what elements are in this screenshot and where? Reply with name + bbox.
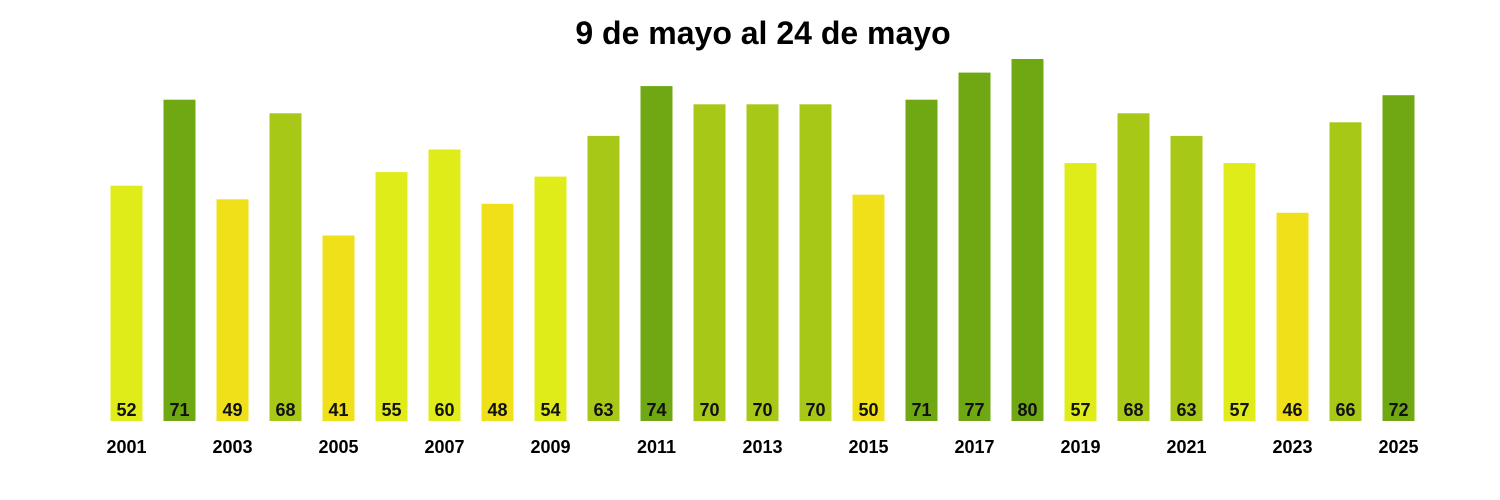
x-tick-label-2005: 2005 [318,437,358,457]
value-label-2009: 54 [540,400,560,420]
x-tick-label-2011: 2011 [637,437,676,457]
x-tick-label-2001: 2001 [106,437,146,457]
bar-2004 [269,113,302,422]
value-label-2004: 68 [275,400,295,420]
value-label-2016: 71 [911,400,931,420]
value-label-2003: 49 [222,400,242,420]
x-tick-label-2021: 2021 [1166,437,1206,457]
bar-2023 [1276,212,1309,421]
value-label-2017: 77 [964,400,984,420]
bar-2006 [375,172,408,421]
value-label-2019: 57 [1070,400,1090,420]
bar-2017 [958,72,991,421]
bar-2013 [746,104,779,422]
bar-2001 [110,185,143,421]
bar-2018 [1011,59,1044,421]
x-tick-label-2015: 2015 [848,437,888,457]
bar-2003 [216,199,249,421]
value-label-2005: 41 [328,400,348,420]
value-label-2010: 63 [593,400,613,420]
bar-2025 [1382,95,1415,421]
x-tick-label-2023: 2023 [1272,437,1312,457]
value-label-2001: 52 [116,400,136,420]
value-label-2022: 57 [1229,400,1249,420]
bar-2007 [428,149,461,421]
value-label-2023: 46 [1282,400,1302,420]
bar-2014 [799,104,832,422]
value-label-2011: 74 [646,400,666,420]
x-tick-label-2025: 2025 [1378,437,1418,457]
value-label-2024: 66 [1335,400,1355,420]
bar-2002 [163,99,196,421]
value-label-2025: 72 [1388,400,1408,420]
chart-title: 9 de mayo al 24 de mayo [575,15,950,51]
bar-2005 [322,235,355,421]
value-label-2015: 50 [858,400,878,420]
x-tick-label-2019: 2019 [1060,437,1100,457]
x-tick-label-2017: 2017 [954,437,994,457]
value-label-2020: 68 [1123,400,1143,420]
value-label-2018: 80 [1017,400,1037,420]
bar-2008 [481,203,514,421]
value-label-2012: 70 [699,400,719,420]
x-tick-label-2003: 2003 [212,437,252,457]
bar-2015 [852,194,885,421]
value-label-2013: 70 [752,400,772,420]
bar-2016 [905,99,938,421]
x-tick-label-2007: 2007 [424,437,464,457]
bar-2012 [693,104,726,422]
value-label-2008: 48 [487,400,507,420]
x-tick-label-2009: 2009 [530,437,570,457]
value-labels-layer: 52 71 49 68 41 55 60 48 54 63 74 70 70 70 50 71 77 80 57 68… [116,400,1408,420]
bar-2024 [1329,122,1362,422]
bar-2011 [640,86,673,421]
value-label-2002: 71 [169,400,189,420]
bar-2010 [587,135,620,421]
x-tick-label-2013: 2013 [742,437,782,457]
bar-2022 [1223,163,1256,421]
bar-2019 [1064,163,1097,421]
value-label-2021: 63 [1176,400,1196,420]
value-label-2014: 70 [805,400,825,420]
bars-layer [110,59,1415,422]
bar-2020 [1117,113,1150,422]
bar-2009 [534,176,567,421]
bar-2021 [1170,135,1203,421]
x-axis-tick-labels: 2001 2003 2005 2007 2009 2011 2013 2015 2017 2019… [106,437,1418,457]
value-label-2006: 55 [381,400,401,420]
value-label-2007: 60 [434,400,454,420]
